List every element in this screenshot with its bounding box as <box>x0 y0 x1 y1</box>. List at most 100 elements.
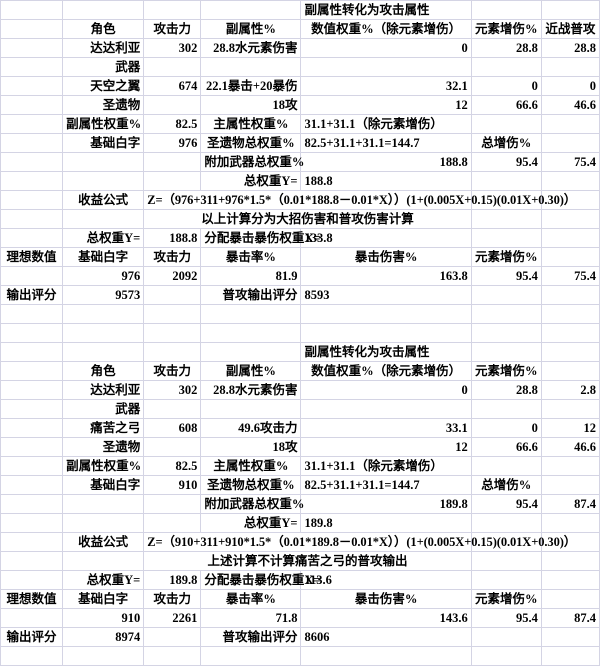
sub-weight-value-2: 82.5 <box>143 456 202 476</box>
character-weight-1: 0 <box>300 38 472 58</box>
spacer-cell <box>470 114 542 134</box>
header-base-white-2: 基础白字 <box>62 589 145 609</box>
spacer-cell <box>540 475 600 495</box>
header-atk-ideal-2: 攻击力 <box>143 589 202 609</box>
spacer-cell <box>143 627 202 647</box>
table-row: 附加武器总权重% 189.8 95.4 87.4 <box>0 494 600 514</box>
spacer-cell <box>540 247 600 267</box>
header-crit-rate-2: 暴击率% <box>200 589 302 609</box>
label-output-score-2: 输出评分 <box>0 627 64 647</box>
spacer-cell <box>0 228 64 248</box>
spacer-cell <box>0 646 64 666</box>
label-base-white-1: 基础白字 <box>62 133 145 153</box>
spacer-cell <box>540 589 600 609</box>
weapon-name-1: 天空之翼 <box>62 76 145 96</box>
table-row: 总权重Y= 189.8 <box>0 513 600 533</box>
spacer-cell <box>0 19 64 39</box>
table-row: 武器 <box>0 399 600 419</box>
table-row: 输出评分 8974 普攻输出评分 8606 <box>0 627 600 647</box>
spacer-cell <box>470 323 542 343</box>
spacer-cell <box>540 399 600 419</box>
melee-total-1: 75.4 <box>540 152 600 172</box>
spacer-cell <box>0 342 64 362</box>
spacer-cell <box>200 57 302 77</box>
base-white-value-2: 910 <box>143 475 202 495</box>
spacer-cell <box>540 228 600 248</box>
spacer-cell <box>0 608 64 628</box>
table-row: 副属性权重% 82.5 主属性权重% 31.1+31.1（除元素增伤） <box>0 456 600 476</box>
spacer-cell <box>0 0 64 20</box>
character-atk-1: 302 <box>143 38 202 58</box>
table-row: 副属性权重% 82.5 主属性权重% 31.1+31.1（除元素增伤） <box>0 114 600 134</box>
table-row: 副属性转化为攻击属性 <box>0 342 600 362</box>
spacer-cell <box>470 456 542 476</box>
group-header-2: 副属性转化为攻击属性 <box>300 342 472 362</box>
spacer-cell <box>470 570 542 590</box>
label-alloc-weight-x-2: 分配暴击暴伤权重X= <box>200 570 320 590</box>
spacer-cell <box>540 513 600 533</box>
weapon-weight-1: 32.1 <box>300 76 472 96</box>
output-score-value-1: 9573 <box>62 285 145 305</box>
spacer-cell <box>143 437 202 457</box>
spacer-cell <box>470 57 542 77</box>
spacer-cell <box>143 494 202 514</box>
ideal-elem-dmg-2: 95.4 <box>470 608 542 628</box>
spacer-cell <box>540 0 600 20</box>
label-base-white-2: 基础白字 <box>62 475 145 495</box>
artifact-weight-2: 12 <box>300 437 472 457</box>
label-sub-weight-2: 副属性权重% <box>62 456 145 476</box>
label-ideal-value-1: 理想数值 <box>0 247 64 267</box>
spacer-cell <box>62 494 145 514</box>
ideal-melee-2: 87.4 <box>540 608 600 628</box>
header-atk-ideal-1: 攻击力 <box>143 247 202 267</box>
spacer-cell <box>0 380 64 400</box>
spacer-cell <box>540 551 600 571</box>
label-na-output-score-2: 普攻输出评分 <box>200 627 302 647</box>
label-sub-weight-1: 副属性权重% <box>62 114 145 134</box>
header-value-weight-1: 数值权重%（除元素增伤） <box>300 19 472 39</box>
header-elem-dmg-2: 元素增伤% <box>470 361 542 381</box>
spacer-cell <box>0 304 64 324</box>
header-role-1: 角色 <box>62 19 145 39</box>
spacer-cell <box>300 323 472 343</box>
spacer-cell <box>143 285 202 305</box>
label-artifact-1: 圣遗物 <box>62 95 145 115</box>
spacer-cell <box>200 323 302 343</box>
artifact-substat-1: 18攻 <box>200 95 302 115</box>
spacer-cell <box>143 57 202 77</box>
table-row: 收益公式 Z=（910+311+910*1.5*（0.01*189.8－0.01… <box>0 532 600 552</box>
label-artifact-total-weight-2: 圣遗物总权重% <box>200 475 302 495</box>
spacer-cell <box>540 627 600 647</box>
artifact-elem-1: 66.6 <box>470 95 542 115</box>
table-row: 天空之翼 674 22.1暴击+20暴伤 32.1 0 0 <box>0 76 600 96</box>
label-extra-weapon-weight-1: 附加武器总权重% <box>200 152 304 172</box>
spacer-cell <box>470 399 542 419</box>
spacer-cell <box>62 209 145 229</box>
total-dmg-up-value-1: 95.4 <box>470 152 542 172</box>
spacer-cell <box>143 399 202 419</box>
label-total-weight-y-b-2: 总权重Y= <box>62 570 145 590</box>
ideal-elem-dmg-1: 95.4 <box>470 266 542 286</box>
table-row: 圣遗物 18攻 12 66.6 46.6 <box>0 95 600 115</box>
spacer-cell <box>0 95 64 115</box>
spacer-cell <box>143 646 202 666</box>
label-alloc-weight-x-1: 分配暴击暴伤权重X= <box>200 228 320 248</box>
spacer-cell <box>62 171 145 191</box>
header-atk-1: 攻击力 <box>143 19 202 39</box>
spacer-cell <box>470 342 542 362</box>
character-weight-2: 0 <box>300 380 472 400</box>
label-main-weight-2: 主属性权重% <box>200 456 302 476</box>
spacer-cell <box>540 133 600 153</box>
spacer-cell <box>0 114 64 134</box>
spacer-cell <box>143 171 202 191</box>
artifact-melee-2: 46.6 <box>540 437 600 457</box>
ideal-crit-rate-1: 81.9 <box>200 266 302 286</box>
header-atk-2: 攻击力 <box>143 361 202 381</box>
calc-note-2: 上述计算不计算痛苦之弓的普攻输出 <box>143 551 472 571</box>
spacer-cell <box>143 323 202 343</box>
header-substat-2: 副属性% <box>200 361 302 381</box>
table-row: 输出评分 9573 普攻输出评分 8593 <box>0 285 600 305</box>
spacer-cell <box>62 551 145 571</box>
label-profit-formula-2: 收益公式 <box>62 532 145 552</box>
